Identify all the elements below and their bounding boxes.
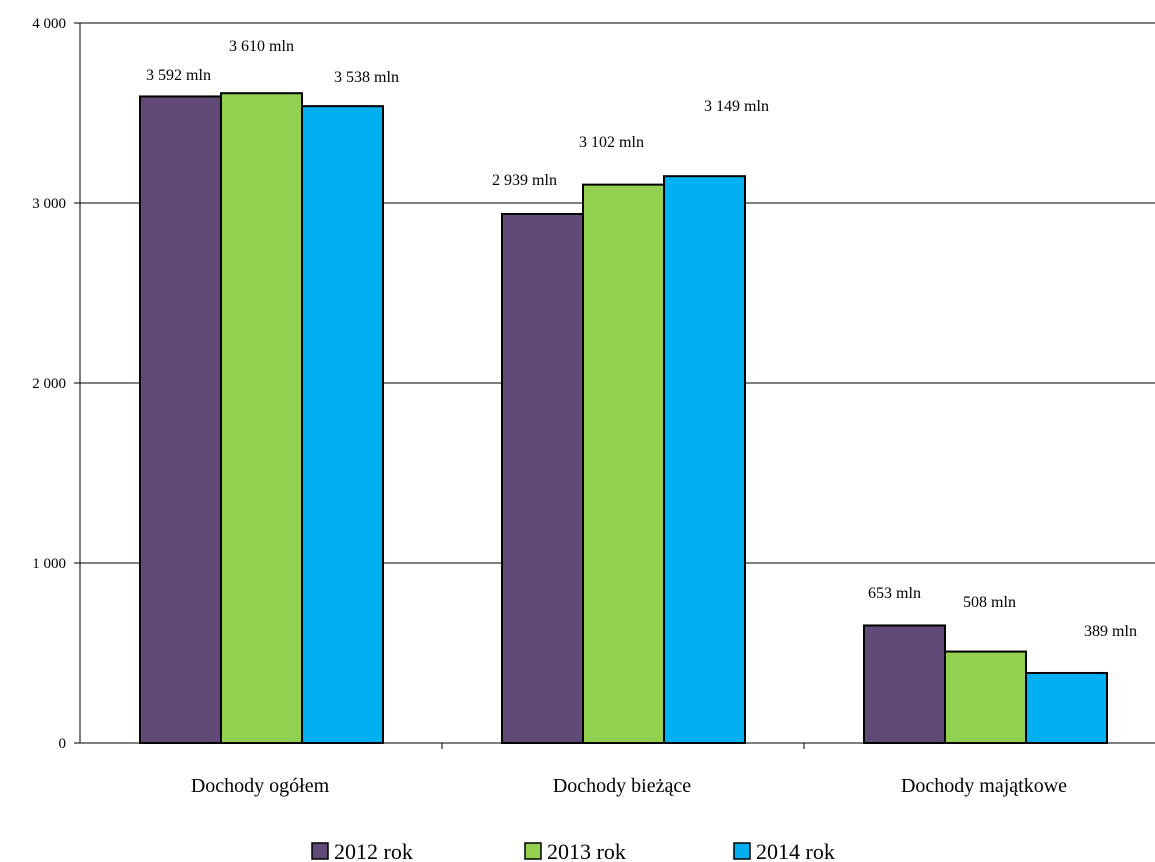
bar	[301, 105, 384, 745]
y-tick-label: 4 000	[32, 16, 66, 32]
data-label: 3 538 mln	[334, 69, 399, 86]
legend-swatch	[524, 842, 542, 860]
legend-label: 2013 rok	[547, 839, 626, 862]
bars	[139, 92, 1108, 745]
data-label: 3 592 mln	[146, 67, 211, 84]
category-label: Dochody ogółem	[191, 775, 330, 797]
data-label: 3 149 mln	[704, 98, 769, 115]
y-tick-label: 0	[59, 736, 67, 752]
data-labels: 3 592 mln 3 610 mln 3 538 mln 2 939 mln 3 10…	[146, 38, 1137, 640]
legend-label: 2014 rok	[756, 839, 835, 862]
legend: 2012 rok 2013 rok 2014 rok	[311, 839, 835, 862]
y-tick-label: 2 000	[32, 376, 66, 392]
category-label: Dochody bieżące	[553, 775, 691, 797]
legend-swatch	[733, 842, 751, 860]
data-label: 389 mln	[1084, 623, 1137, 640]
y-tick-label: 3 000	[32, 196, 66, 212]
bar	[944, 650, 1027, 744]
data-label: 508 mln	[963, 594, 1016, 611]
bar	[220, 92, 303, 744]
data-label: 3 610 mln	[229, 38, 294, 55]
bar	[501, 212, 584, 745]
bar	[863, 624, 946, 745]
bar	[139, 95, 222, 744]
bar	[663, 175, 746, 744]
bar	[582, 183, 665, 744]
y-axis: 0 1 000 2 000 3 000 4 000	[32, 16, 81, 752]
data-label: 2 939 mln	[492, 172, 557, 189]
y-tick-label: 1 000	[32, 556, 66, 572]
legend-swatch	[311, 842, 329, 860]
legend-label: 2012 rok	[334, 839, 413, 862]
x-axis: Dochody ogółem Dochody bieżące Dochody maj…	[80, 742, 1155, 797]
category-label: Dochody majątkowe	[901, 775, 1067, 797]
data-label: 3 102 mln	[579, 134, 644, 151]
bar	[1025, 671, 1108, 744]
data-label: 653 mln	[868, 585, 921, 602]
